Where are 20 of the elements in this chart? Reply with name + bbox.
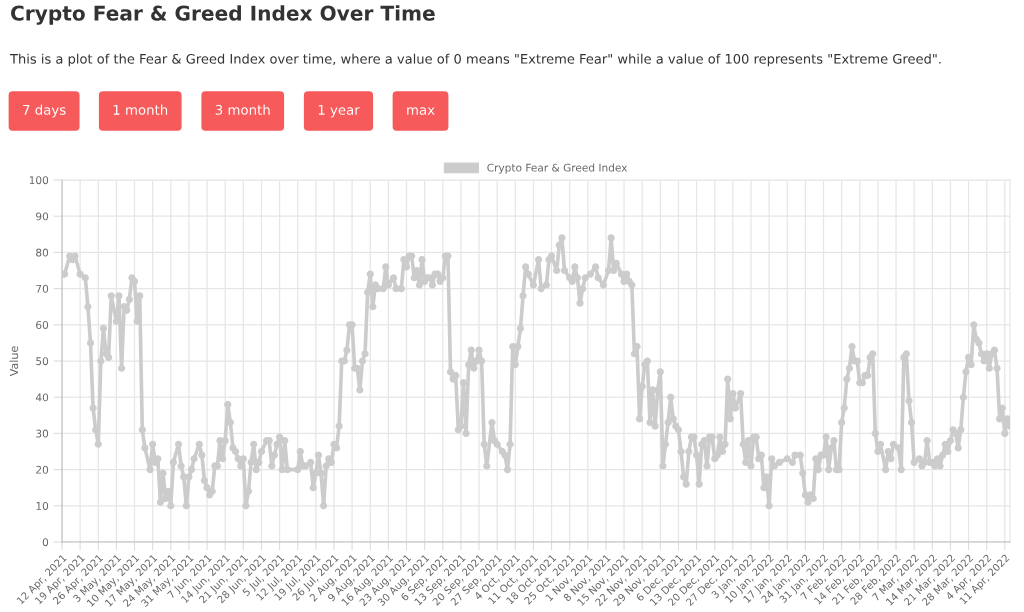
y-tick-label: 60	[36, 320, 49, 329]
y-tick-label: 40	[35, 393, 49, 402]
text: 1 month	[113, 104, 168, 115]
y-axis-title: Value	[9, 346, 19, 377]
text: 1 year	[318, 104, 360, 118]
y-tick-label: 20	[36, 465, 49, 474]
text: 3 month	[215, 104, 270, 115]
y-tick-label: 50	[36, 357, 49, 366]
text: 7 days	[23, 104, 66, 118]
y-tick-label: 30	[36, 429, 49, 438]
legend-label: Crypto Fear & Greed Index	[487, 163, 628, 174]
chart-title: Crypto Fear & Greed Index Over Time	[11, 5, 435, 25]
y-tick-label: 10	[36, 501, 49, 510]
y-tick-label: 0	[42, 538, 49, 547]
chart-subtitle: This is a plot of the Fear & Greed Index over time, where a value of 0 means "Extreme Fear" while a value of 100 represents "Extreme Greed".	[9, 53, 941, 67]
y-tick-label: 90	[36, 212, 49, 221]
y-tick-label: 100	[29, 176, 49, 185]
y-tick-label: 70	[36, 284, 49, 293]
text: max	[407, 107, 435, 115]
y-tick-label: 80	[36, 248, 49, 257]
